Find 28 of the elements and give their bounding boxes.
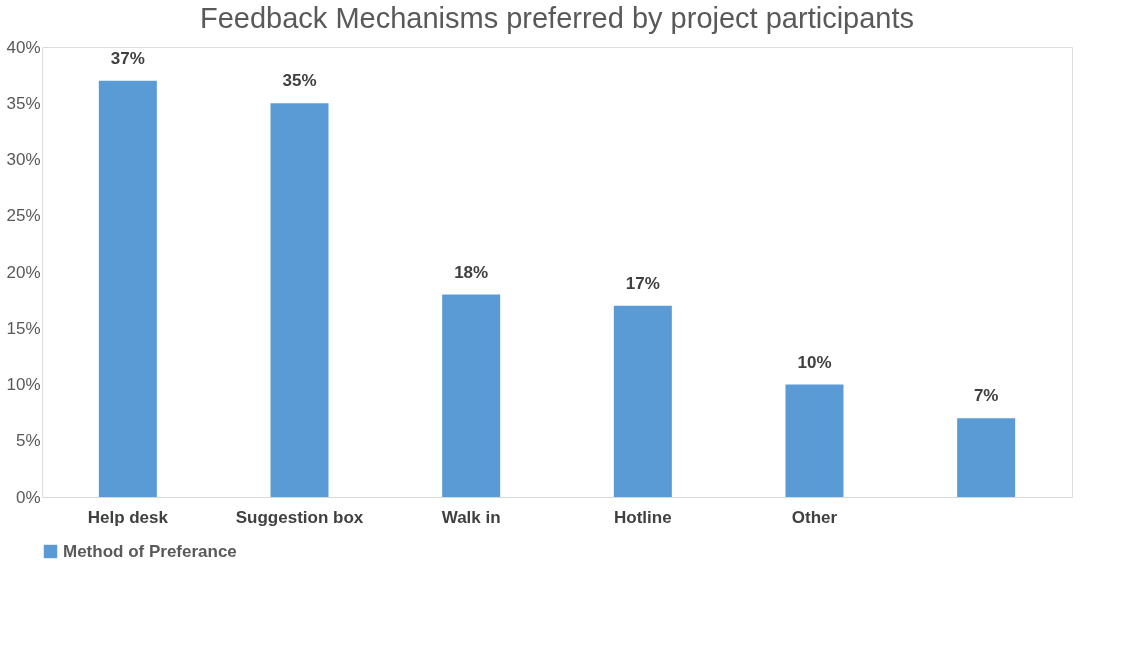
bar xyxy=(957,418,1016,497)
y-tick-label: 25% xyxy=(6,206,41,226)
data-label: 7% xyxy=(973,386,999,406)
data-label: 37% xyxy=(110,48,145,68)
bar xyxy=(442,294,501,497)
y-tick-label: 30% xyxy=(6,150,41,169)
data-label: 17% xyxy=(625,273,660,293)
bar xyxy=(98,80,157,497)
x-tick-label: Suggestion box xyxy=(235,507,364,527)
y-tick-label: 5% xyxy=(15,431,41,451)
x-tick-label: Help desk xyxy=(87,507,169,527)
y-tick-label: 10% xyxy=(6,375,41,394)
y-tick-label: 15% xyxy=(6,318,41,338)
bar xyxy=(613,305,672,497)
bar xyxy=(270,103,329,497)
y-tick-label: 20% xyxy=(6,262,41,282)
chart-title: Feedback Mechanisms preferred by project participants xyxy=(199,2,915,34)
legend-label: Method of Preferance xyxy=(63,541,237,561)
y-tick-label: 35% xyxy=(6,93,41,113)
y-tick-label: 0% xyxy=(15,487,41,507)
data-label: 18% xyxy=(454,262,489,282)
bar xyxy=(785,384,844,497)
y-tick-label: 40% xyxy=(6,37,41,57)
x-tick-label: Walk in xyxy=(441,507,501,527)
x-tick-label: Hotline xyxy=(614,507,672,527)
data-label: 35% xyxy=(282,71,317,91)
data-label: 10% xyxy=(797,352,832,372)
x-tick-label: Other xyxy=(791,507,838,527)
